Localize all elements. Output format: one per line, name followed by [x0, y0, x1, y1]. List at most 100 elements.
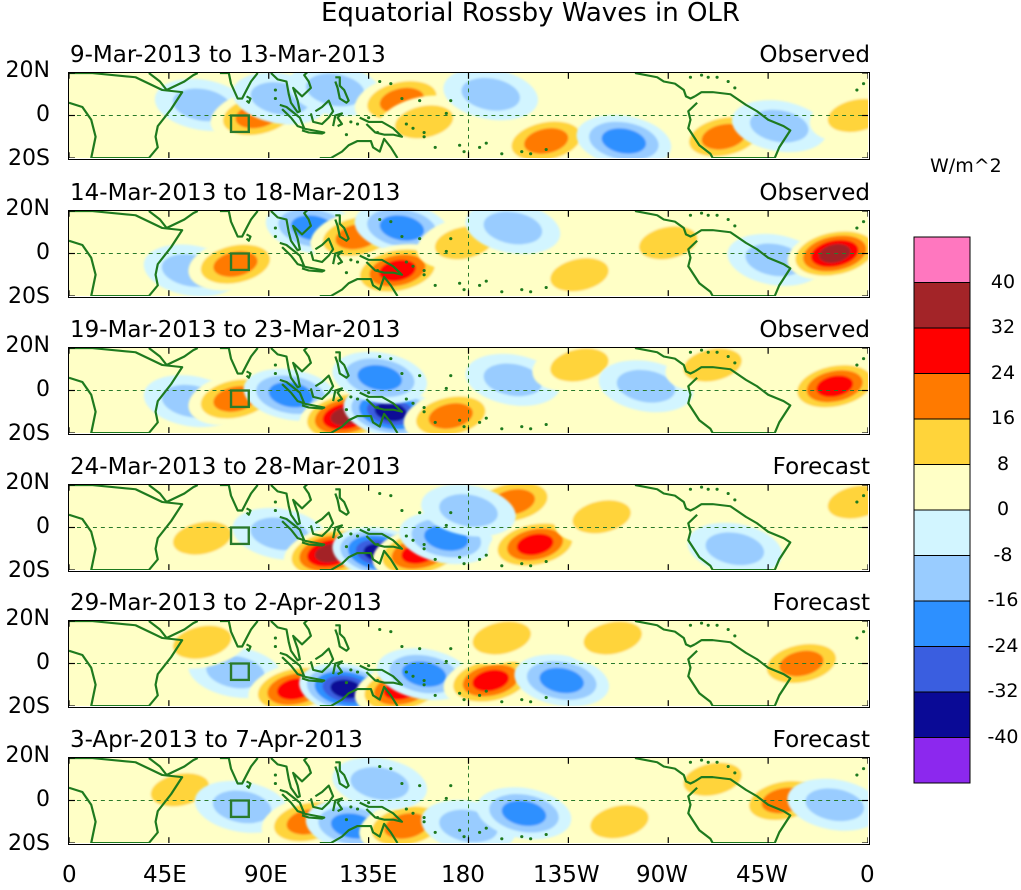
chart-title: Equatorial Rossby Waves in OLR [321, 0, 740, 28]
island-marker [478, 420, 482, 424]
island-marker [861, 630, 866, 634]
island-marker [706, 75, 710, 79]
island-marker [400, 644, 404, 649]
latitude-label: 0 [36, 377, 50, 402]
island-marker [433, 420, 437, 424]
island-marker [529, 290, 533, 294]
island-marker [375, 130, 380, 135]
coastline-africa [69, 211, 184, 296]
island-marker [861, 357, 866, 361]
latitude-label: 20S [8, 558, 50, 583]
anomaly-cell [514, 654, 610, 706]
island-marker [404, 397, 408, 401]
island-marker [715, 350, 719, 354]
anomaly-cell [621, 216, 716, 270]
island-marker [706, 760, 710, 764]
anomaly-cell [499, 114, 594, 158]
coastline-srilanka [245, 780, 252, 789]
island-marker [273, 363, 278, 367]
panel-status: Forecast [772, 454, 870, 480]
island-marker [458, 691, 462, 695]
olr-anomaly-map [69, 758, 868, 843]
island-marker [433, 830, 437, 834]
island-marker [422, 268, 426, 273]
coastline-srilanka [245, 507, 252, 516]
island-marker [706, 213, 710, 217]
colorbar-label: 8 [996, 452, 1010, 475]
island-marker [418, 647, 422, 651]
island-marker [688, 623, 693, 627]
colorbar-label: -40 [987, 725, 1019, 748]
anomaly-cell [576, 114, 672, 158]
island-marker [715, 75, 719, 79]
island-marker [462, 698, 466, 702]
colorbar-label: -24 [987, 634, 1019, 657]
island-marker [478, 145, 482, 149]
colorbar-swatch [913, 691, 971, 738]
x-tick-label: 135E [339, 862, 398, 888]
island-marker [389, 357, 393, 361]
island-marker [355, 260, 360, 264]
colorbar-label: -32 [987, 680, 1019, 702]
island-marker [462, 425, 466, 429]
coastline-central-america [634, 211, 696, 238]
colorbar-swatch [913, 646, 971, 693]
island-marker [367, 664, 371, 668]
island-marker [529, 152, 533, 156]
latitude-label: 0 [36, 240, 50, 265]
island-marker [726, 354, 730, 359]
latitude-label: 0 [36, 650, 50, 675]
island-marker [273, 226, 278, 230]
island-marker [378, 79, 382, 84]
latitude-label: 20S [8, 146, 50, 171]
latitude-label: 20S [8, 421, 50, 446]
anomaly-cell [532, 248, 627, 296]
island-marker [349, 532, 353, 536]
anomaly-cell [665, 758, 760, 806]
island-marker [726, 217, 730, 222]
coastline-australia [319, 685, 399, 706]
coastline-india [219, 758, 259, 785]
coastline-southeast-asia [270, 621, 312, 662]
island-marker [458, 555, 462, 559]
colorbar-label: 0 [996, 498, 1010, 520]
anomaly-cell [465, 211, 561, 255]
island-marker [478, 830, 482, 834]
coastline-central-america [634, 758, 696, 785]
coastline-sulawesi [332, 524, 344, 540]
coastline-australia [319, 275, 399, 296]
coastline-sulawesi [332, 250, 344, 266]
panel-date-range: 19-Mar-2013 to 23-Mar-2013 [70, 317, 401, 343]
island-marker [367, 254, 371, 258]
island-marker [544, 559, 548, 564]
panel-date-range: 24-Mar-2013 to 28-Mar-2013 [70, 454, 401, 480]
island-marker [449, 374, 453, 378]
island-marker [688, 75, 693, 79]
anomaly-cell [454, 621, 549, 665]
island-marker [344, 408, 349, 412]
island-marker [699, 621, 704, 625]
island-marker [733, 224, 737, 228]
island-marker [699, 73, 704, 77]
island-marker [444, 796, 448, 800]
island-marker [355, 122, 360, 126]
island-marker [375, 268, 380, 273]
island-marker [349, 805, 353, 809]
coastline-philippines [334, 76, 350, 104]
island-marker [411, 126, 415, 130]
island-marker [520, 835, 524, 839]
colorbar-swatch [913, 555, 971, 602]
coastline-java [301, 812, 326, 820]
island-marker [520, 425, 524, 429]
island-marker [355, 807, 360, 811]
panel-status: Forecast [772, 727, 870, 753]
island-marker [355, 670, 360, 674]
anomaly-cell [155, 511, 250, 565]
island-marker [273, 773, 278, 777]
island-marker [484, 553, 488, 557]
island-marker [462, 150, 466, 154]
island-marker [529, 837, 533, 841]
island-marker [400, 508, 404, 513]
map-panel [68, 484, 870, 572]
island-marker [699, 758, 704, 762]
